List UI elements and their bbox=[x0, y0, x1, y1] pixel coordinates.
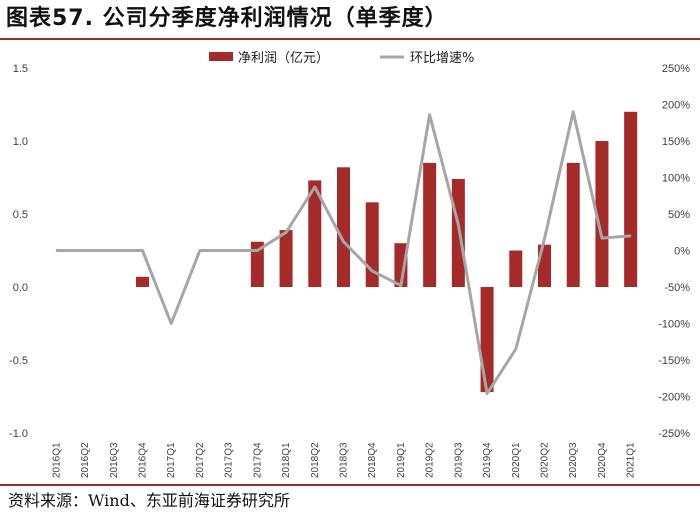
x-tick-label: 2017Q4 bbox=[252, 442, 263, 478]
bar-2019Q1 bbox=[394, 243, 408, 287]
right-tick-label: 150% bbox=[662, 136, 690, 148]
source-note: 资料来源：Wind、东亚前海证券研究所 bbox=[8, 491, 290, 510]
right-tick-label: 100% bbox=[662, 173, 690, 185]
footer-divider bbox=[0, 484, 700, 486]
growth-point-2020Q2 bbox=[543, 238, 546, 240]
right-tick-label: -150% bbox=[658, 355, 690, 367]
x-tick-label: 2017Q1 bbox=[166, 442, 177, 478]
growth-point-2020Q3 bbox=[572, 111, 575, 113]
bar-2018Q3 bbox=[337, 167, 350, 287]
x-tick-label: 2020Q2 bbox=[540, 442, 551, 478]
x-tick-label: 2016Q2 bbox=[80, 442, 91, 478]
growth-point-2017Q4 bbox=[256, 249, 259, 252]
legend-label-line: 环比增速% bbox=[410, 51, 474, 66]
x-tick-label: 2016Q3 bbox=[109, 442, 120, 478]
x-tick-label: 2018Q2 bbox=[310, 442, 321, 478]
x-tick-label: 2021Q1 bbox=[626, 442, 637, 478]
left-tick-label: 1.5 bbox=[13, 63, 28, 75]
x-tick-label: 2019Q4 bbox=[482, 442, 493, 478]
bar-2020Q1 bbox=[509, 250, 523, 287]
chart-canvas: -1.0 -0.5 0.0 0.5 1.0 1.5 -250% -200% -150% -100… bbox=[9, 51, 690, 478]
legend: 净利润（亿元） 环比增速% bbox=[209, 51, 474, 66]
bar-2020Q4 bbox=[595, 141, 609, 287]
right-tick-label: -50% bbox=[664, 282, 690, 294]
x-tick-label: 2020Q4 bbox=[597, 442, 608, 478]
x-tick-label: 2019Q2 bbox=[425, 442, 436, 478]
bar-2020Q3 bbox=[566, 162, 580, 287]
right-tick-label: 200% bbox=[662, 100, 690, 112]
x-tick-label: 2017Q2 bbox=[195, 442, 206, 478]
bar-2016Q4 bbox=[136, 276, 149, 287]
bar-2017Q4 bbox=[250, 241, 264, 287]
right-tick-label: -200% bbox=[658, 392, 690, 404]
bar-2018Q1 bbox=[279, 230, 293, 287]
left-tick-label: 0.0 bbox=[13, 282, 28, 294]
line-series bbox=[55, 110, 632, 396]
x-tick-label: 2020Q1 bbox=[511, 442, 522, 478]
x-tick-label: 2018Q4 bbox=[367, 442, 378, 478]
right-tick-label: 50% bbox=[668, 209, 690, 221]
bar-2021Q1 bbox=[624, 111, 638, 287]
right-axis-ticks: -250% -200% -150% -100% -50% 0% 50% 100% 150% 200… bbox=[658, 63, 690, 440]
left-axis-ticks: -1.0 -0.5 0.0 0.5 1.0 1.5 bbox=[9, 63, 28, 440]
bar-2019Q4 bbox=[480, 287, 494, 393]
title-divider bbox=[0, 38, 700, 40]
growth-point-2017Q3 bbox=[227, 249, 230, 252]
x-tick-label: 2019Q3 bbox=[453, 442, 464, 478]
growth-point-2019Q3 bbox=[457, 224, 460, 226]
growth-point-2018Q4 bbox=[371, 270, 374, 272]
growth-point-2018Q2 bbox=[313, 186, 316, 188]
x-tick-label: 2018Q1 bbox=[281, 442, 292, 478]
right-tick-label: 0% bbox=[674, 246, 690, 258]
left-tick-label: -1.0 bbox=[9, 428, 28, 440]
right-tick-label: -250% bbox=[658, 428, 690, 440]
growth-point-2016Q2 bbox=[84, 249, 86, 252]
bar-2019Q2 bbox=[423, 162, 437, 287]
x-tick-label: 2016Q1 bbox=[51, 442, 62, 478]
growth-point-2016Q3 bbox=[112, 249, 115, 252]
growth-point-2020Q1 bbox=[514, 348, 517, 350]
growth-point-2016Q1 bbox=[55, 249, 58, 252]
x-axis-ticks: 2016Q1 2016Q2 2016Q3 2016Q4 2017Q1 2017Q2 2017… bbox=[51, 442, 636, 478]
right-tick-label: 250% bbox=[662, 63, 690, 75]
growth-point-2018Q3 bbox=[342, 240, 345, 243]
growth-point-2016Q4 bbox=[141, 249, 144, 252]
growth-point-2020Q4 bbox=[601, 237, 603, 239]
x-tick-label: 2018Q3 bbox=[339, 442, 350, 478]
growth-point-2019Q4 bbox=[486, 392, 488, 395]
growth-point-2018Q1 bbox=[285, 231, 287, 234]
bar-2018Q2 bbox=[308, 180, 322, 287]
growth-point-2017Q1 bbox=[170, 322, 173, 325]
growth-point-2017Q2 bbox=[199, 249, 201, 252]
growth-point-2021Q1 bbox=[629, 235, 632, 237]
left-tick-label: -0.5 bbox=[9, 355, 28, 367]
x-tick-label: 2016Q4 bbox=[138, 442, 149, 478]
x-tick-label: 2020Q3 bbox=[568, 442, 579, 478]
x-tick-label: 2019Q1 bbox=[396, 442, 407, 478]
left-tick-label: 0.5 bbox=[13, 209, 28, 221]
legend-label-bars: 净利润（亿元） bbox=[238, 51, 329, 66]
chart-title: 图表57. 公司分季度净利润情况（单季度） bbox=[6, 6, 448, 31]
right-tick-label: -100% bbox=[658, 319, 690, 331]
growth-point-2019Q2 bbox=[428, 113, 431, 116]
growth-point-2019Q1 bbox=[400, 284, 402, 287]
left-tick-label: 1.0 bbox=[13, 136, 28, 148]
x-tick-label: 2017Q3 bbox=[224, 442, 235, 478]
legend-swatch-bars bbox=[209, 52, 233, 61]
